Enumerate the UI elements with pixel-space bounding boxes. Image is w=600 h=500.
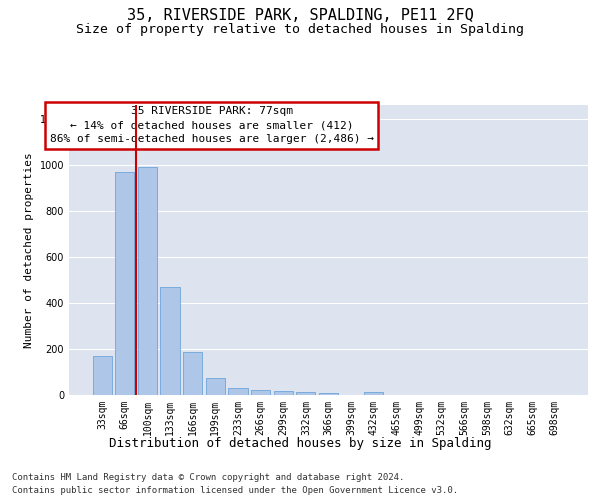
Bar <box>115 172 134 395</box>
Bar <box>319 392 338 395</box>
Text: 35 RIVERSIDE PARK: 77sqm
← 14% of detached houses are smaller (412)
86% of semi-: 35 RIVERSIDE PARK: 77sqm ← 14% of detach… <box>50 106 374 144</box>
Bar <box>183 352 202 395</box>
Text: 35, RIVERSIDE PARK, SPALDING, PE11 2FQ: 35, RIVERSIDE PARK, SPALDING, PE11 2FQ <box>127 8 473 22</box>
Text: Contains public sector information licensed under the Open Government Licence v3: Contains public sector information licen… <box>12 486 458 495</box>
Bar <box>296 392 316 395</box>
Bar <box>251 390 270 395</box>
Bar <box>229 388 248 395</box>
Bar <box>160 287 180 395</box>
Bar <box>92 356 112 395</box>
Bar <box>274 391 293 395</box>
Bar <box>364 392 383 395</box>
Y-axis label: Number of detached properties: Number of detached properties <box>24 152 34 348</box>
Bar <box>206 378 225 395</box>
Text: Distribution of detached houses by size in Spalding: Distribution of detached houses by size … <box>109 438 491 450</box>
Text: Contains HM Land Registry data © Crown copyright and database right 2024.: Contains HM Land Registry data © Crown c… <box>12 472 404 482</box>
Text: Size of property relative to detached houses in Spalding: Size of property relative to detached ho… <box>76 22 524 36</box>
Bar <box>138 167 157 395</box>
